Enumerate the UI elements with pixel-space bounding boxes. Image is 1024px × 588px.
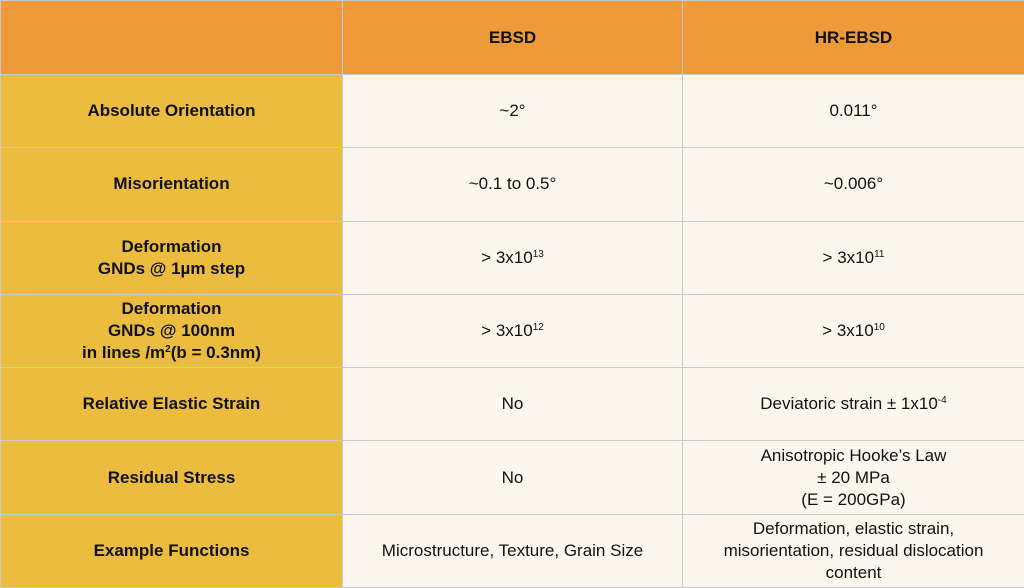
exponent: 2: [165, 343, 171, 355]
ebsd-value: > 3x1012: [342, 293, 683, 369]
table-row: Relative Elastic Strain No Deviatoric st…: [0, 367, 1024, 442]
row-label-example-functions: Example Functions: [0, 513, 343, 588]
row-label-residual-stress: Residual Stress: [0, 440, 343, 515]
value-text: No: [501, 467, 524, 487]
row-label-line: Absolute Orientation: [87, 101, 256, 121]
header-hr-ebsd: HR-EBSD: [682, 0, 1024, 75]
exponent: 12: [532, 321, 544, 333]
value-text: Microstructure, Texture, Grain Size: [381, 540, 644, 560]
exponent: -4: [937, 395, 947, 407]
row-label-absolute-orientation: Absolute Orientation: [0, 73, 343, 149]
hr-ebsd-value: > 3x1011: [682, 220, 1024, 295]
ebsd-value: ~2°: [342, 73, 683, 149]
row-label-misorientation: Misorientation: [0, 147, 343, 222]
ebsd-value: No: [342, 367, 683, 442]
table-row: Deformation GNDs @ 1µm step > 3x1013 > 3…: [0, 220, 1024, 295]
table-row: Residual Stress No Anisotropic Hooke’s L…: [0, 440, 1024, 515]
value-text: > 3x10: [481, 247, 533, 267]
value-text: No: [501, 394, 524, 414]
value-text: > 3x10: [822, 320, 874, 340]
row-label-line: Deformation: [121, 236, 222, 256]
value-text: misorientation, residual dislocation: [723, 540, 984, 560]
value-text: ± 20 MPa: [817, 467, 890, 487]
value-text: Anisotropic Hooke’s Law: [760, 445, 947, 465]
units-text: in lines /m: [82, 342, 166, 362]
row-label-line: GNDs @ 1µm step: [97, 258, 246, 278]
value-text: (E = 200GPa): [801, 489, 906, 509]
ebsd-value: > 3x1013: [342, 220, 683, 295]
value-text: Deviatoric strain ± 1x10: [760, 394, 938, 414]
table-row: Example Functions Microstructure, Textur…: [0, 513, 1024, 588]
exponent: 11: [874, 248, 885, 260]
row-label-line: Example Functions: [93, 540, 250, 560]
value-text: ~0.1 to 0.5°: [468, 174, 557, 194]
row-label-line-units: in lines /m2(b = 0.3nm): [7, 342, 336, 364]
value-text: Deformation, elastic strain,: [752, 518, 955, 538]
value-text: > 3x10: [822, 247, 875, 267]
table-row: Misorientation ~0.1 to 0.5° ~0.006°: [0, 147, 1024, 222]
value-text: ~0.006°: [823, 174, 884, 194]
row-label-line: Residual Stress: [107, 467, 236, 487]
row-label-deformation-1um: Deformation GNDs @ 1µm step: [0, 220, 343, 295]
header-corner-cell: [0, 0, 343, 75]
row-label-line: Misorientation: [113, 174, 230, 194]
row-label-relative-elastic-strain: Relative Elastic Strain: [0, 367, 343, 442]
exponent: 13: [532, 248, 544, 260]
row-label-line: GNDs @ 100nm: [107, 320, 236, 340]
hr-ebsd-value: ~0.006°: [682, 147, 1024, 222]
hr-ebsd-value: Anisotropic Hooke’s Law ± 20 MPa (E = 20…: [682, 440, 1024, 515]
hr-ebsd-value: Deviatoric strain ± 1x10-4: [682, 367, 1024, 442]
ebsd-value: Microstructure, Texture, Grain Size: [342, 513, 683, 588]
header-ebsd: EBSD: [342, 0, 683, 75]
hr-ebsd-value: Deformation, elastic strain, misorientat…: [682, 513, 1024, 588]
value-text: content: [825, 562, 882, 582]
row-label-line: Relative Elastic Strain: [82, 394, 261, 414]
table-row: Absolute Orientation ~2° 0.011°: [0, 73, 1024, 149]
value-text: 0.011°: [829, 101, 878, 121]
table-row: Deformation GNDs @ 100nm in lines /m2(b …: [0, 293, 1024, 369]
hr-ebsd-value: > 3x1010: [682, 293, 1024, 369]
row-label-line: Deformation: [121, 298, 222, 318]
hr-ebsd-value: 0.011°: [682, 73, 1024, 149]
ebsd-value: ~0.1 to 0.5°: [342, 147, 683, 222]
header-row: EBSD HR-EBSD: [0, 0, 1024, 75]
value-text: > 3x10: [481, 320, 533, 340]
value-text: ~2°: [499, 101, 526, 121]
exponent: 10: [873, 321, 885, 333]
row-label-deformation-100nm: Deformation GNDs @ 100nm in lines /m2(b …: [0, 293, 343, 369]
ebsd-value: No: [342, 440, 683, 515]
units-text: (b = 0.3nm): [170, 342, 261, 362]
